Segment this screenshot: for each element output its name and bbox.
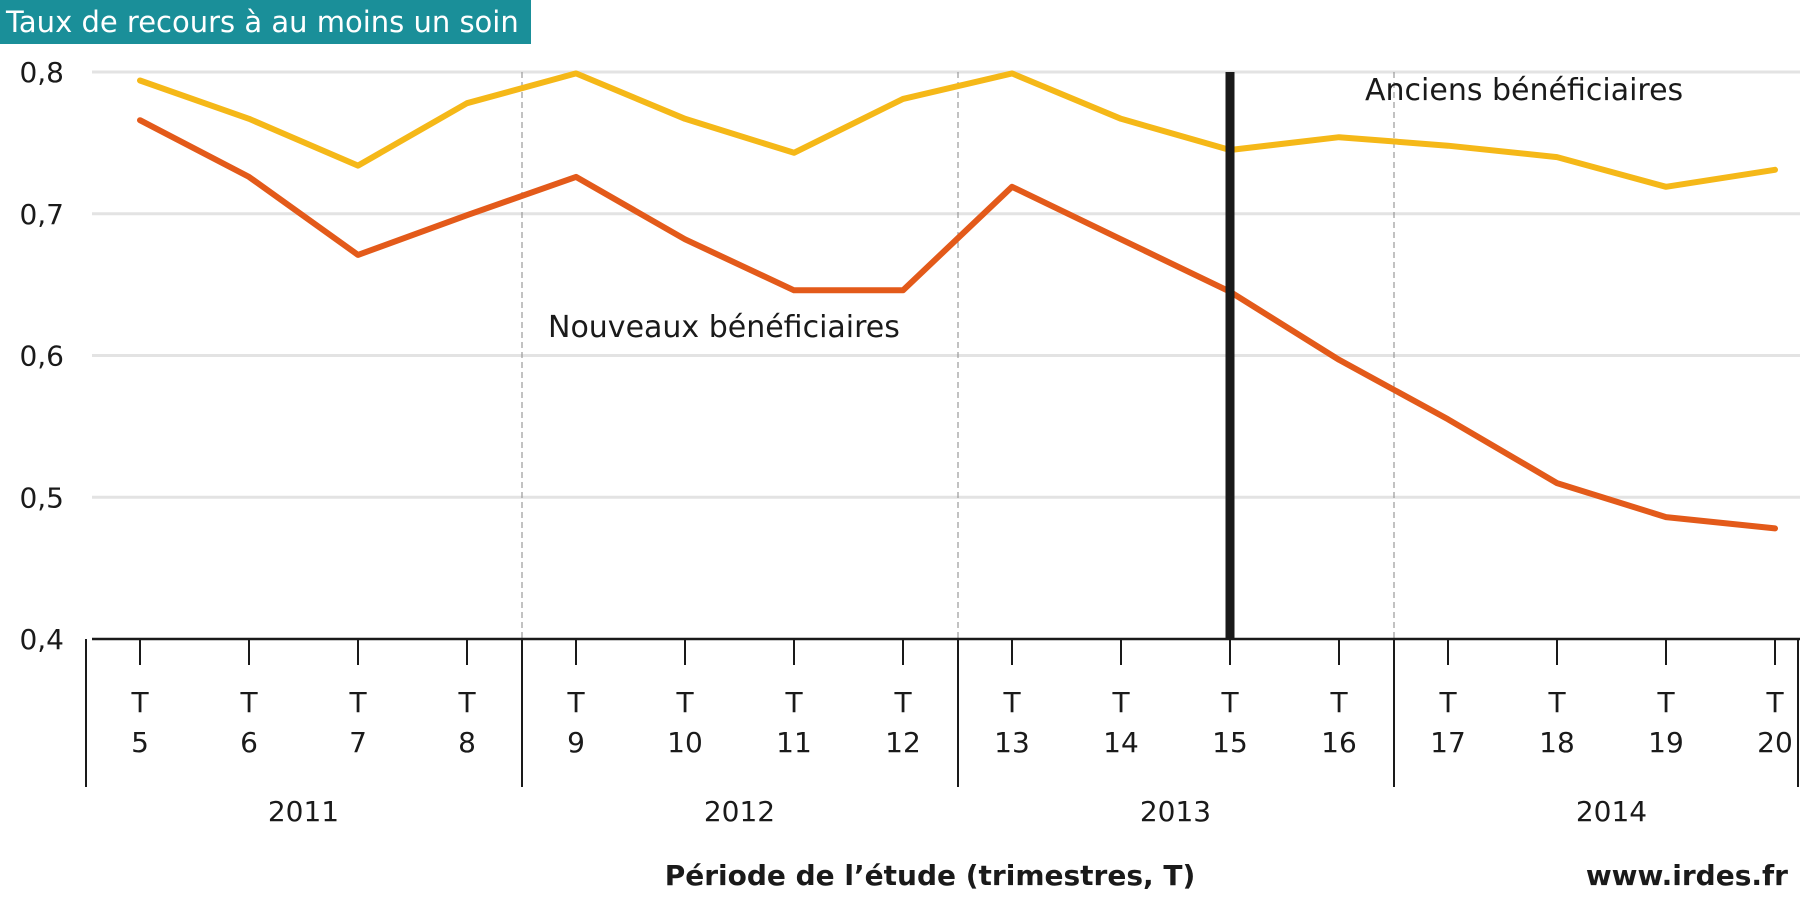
year-label: 2014 — [1576, 795, 1647, 828]
x-tick-label: 16 — [1321, 726, 1357, 759]
x-tick-label: 20 — [1757, 726, 1793, 759]
series-line-1 — [137, 117, 1778, 532]
chart-title: Taux de recours à au moins un soin — [0, 0, 531, 44]
x-tick-prefix: T — [566, 686, 585, 719]
y-tick-label: 0,4 — [19, 623, 64, 656]
y-tick-label: 0,8 — [19, 56, 64, 89]
x-tick-prefix: T — [1438, 686, 1457, 719]
x-tick-prefix: T — [130, 686, 149, 719]
x-tick-prefix: T — [239, 686, 258, 719]
year-label: 2013 — [1140, 795, 1211, 828]
x-tick-label: 5 — [131, 726, 149, 759]
x-tick-prefix: T — [457, 686, 476, 719]
x-tick-label: 12 — [885, 726, 921, 759]
source-url: www.irdes.fr — [1586, 859, 1788, 892]
x-tick-prefix: T — [348, 686, 367, 719]
year-label: 2011 — [268, 795, 339, 828]
x-tick-prefix: T — [1220, 686, 1239, 719]
y-tick-label: 0,7 — [19, 198, 64, 231]
x-tick-label: 9 — [567, 726, 585, 759]
y-tick-label: 0,5 — [19, 481, 64, 514]
x-tick-prefix: T — [675, 686, 694, 719]
x-tick-prefix: T — [1002, 686, 1021, 719]
x-tick-label: 10 — [667, 726, 703, 759]
series-label-anciens: Anciens bénéficiaires — [1365, 73, 1683, 108]
x-tick-prefix: T — [784, 686, 803, 719]
x-tick-label: 19 — [1648, 726, 1684, 759]
x-tick-label: 14 — [1103, 726, 1139, 759]
x-axis-title: Période de l’étude (trimestres, T) — [665, 859, 1196, 892]
year-label: 2012 — [704, 795, 775, 828]
x-tick-label: 17 — [1430, 726, 1466, 759]
x-tick-prefix: T — [1656, 686, 1675, 719]
series-label-nouveaux: Nouveaux bénéficiaires — [548, 310, 900, 345]
x-tick-label: 8 — [458, 726, 476, 759]
series-line-0 — [137, 70, 1778, 190]
x-tick-prefix: T — [1765, 686, 1784, 719]
x-tick-label: 6 — [240, 726, 258, 759]
x-tick-label: 15 — [1212, 726, 1248, 759]
y-tick-label: 0,6 — [19, 340, 64, 373]
x-tick-prefix: T — [893, 686, 912, 719]
x-tick-label: 11 — [776, 726, 812, 759]
x-tick-label: 18 — [1539, 726, 1575, 759]
x-tick-prefix: T — [1547, 686, 1566, 719]
x-tick-label: 13 — [994, 726, 1030, 759]
x-tick-prefix: T — [1329, 686, 1348, 719]
x-tick-prefix: T — [1111, 686, 1130, 719]
x-tick-label: 7 — [349, 726, 367, 759]
